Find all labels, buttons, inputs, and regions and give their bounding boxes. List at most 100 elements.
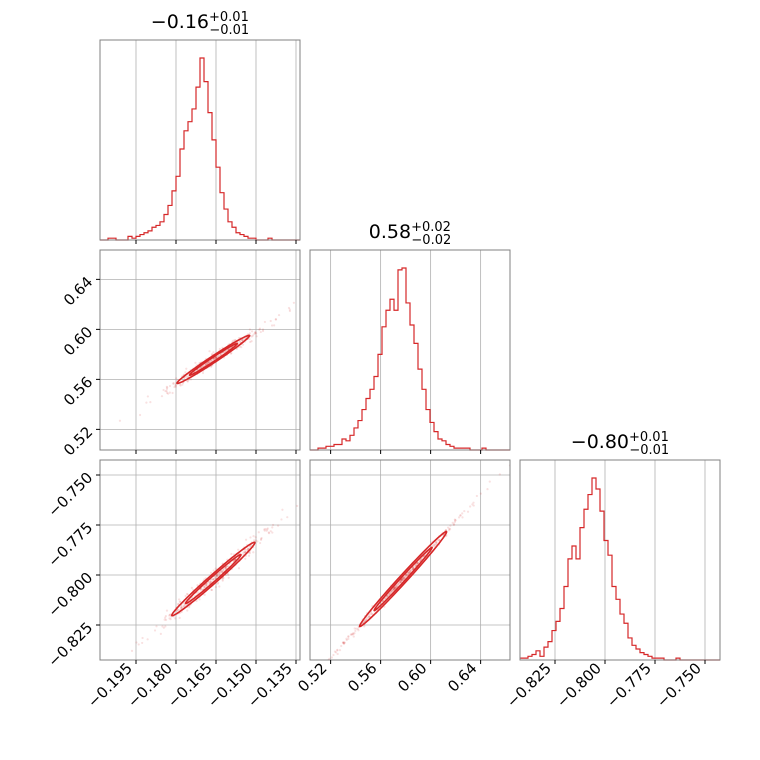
sample-point xyxy=(213,575,216,578)
title-median: −0.80 xyxy=(571,431,629,453)
sample-point xyxy=(186,593,189,596)
sample-point xyxy=(367,615,371,619)
sample-point xyxy=(137,643,140,646)
sample-point xyxy=(271,531,274,534)
panel-title: −0.16+0.01 −0.01 xyxy=(151,10,249,38)
sample-point xyxy=(197,591,200,594)
sample-point xyxy=(224,567,227,570)
sample-point xyxy=(141,636,144,640)
sample-point xyxy=(391,588,394,591)
sample-point xyxy=(243,551,246,554)
sample-point xyxy=(180,606,183,609)
sample-point xyxy=(240,346,243,349)
sample-point xyxy=(347,635,350,638)
sample-point xyxy=(164,625,167,628)
y-tick-label: −0.775 xyxy=(44,519,96,571)
sample-point xyxy=(435,541,438,544)
sample-point xyxy=(168,384,172,388)
sample-point xyxy=(212,569,215,572)
sample-point xyxy=(184,594,187,598)
sample-point xyxy=(367,615,370,618)
sample-point xyxy=(215,356,218,359)
sample-point xyxy=(471,503,474,506)
sample-point xyxy=(333,650,337,653)
sample-point xyxy=(258,328,261,331)
sample-point xyxy=(451,521,454,524)
sample-point xyxy=(214,567,217,570)
sample-point xyxy=(175,609,179,612)
sample-point xyxy=(227,576,230,579)
sample-point xyxy=(271,523,275,527)
sample-point xyxy=(217,354,220,357)
sample-point xyxy=(433,543,436,546)
density-contour xyxy=(176,334,251,385)
sample-point xyxy=(222,351,225,354)
sample-point xyxy=(204,363,207,366)
sample-point xyxy=(173,385,176,389)
sample-point xyxy=(404,576,407,579)
title-minus: −0.01 xyxy=(209,23,249,38)
sample-point xyxy=(391,589,394,592)
sample-point xyxy=(250,335,253,338)
sample-point xyxy=(210,359,213,362)
sample-point xyxy=(340,644,343,648)
sample-point xyxy=(185,592,189,596)
sample-point xyxy=(171,391,174,395)
sample-point xyxy=(274,318,278,321)
sample-point xyxy=(241,343,245,346)
sample-point xyxy=(334,651,338,654)
sample-point xyxy=(403,577,406,580)
sample-point xyxy=(166,386,169,389)
sample-point xyxy=(274,318,277,321)
sample-point xyxy=(407,571,410,574)
sample-point xyxy=(225,565,228,568)
sample-point xyxy=(248,545,252,548)
sample-point xyxy=(160,395,164,398)
sample-point xyxy=(188,606,191,609)
sample-point xyxy=(261,328,265,331)
sample-point xyxy=(205,363,208,366)
sample-point xyxy=(217,572,220,575)
sample-point xyxy=(401,578,405,581)
sample-point xyxy=(184,371,187,374)
sample-point xyxy=(400,579,403,582)
sample-point xyxy=(242,552,245,555)
sample-point xyxy=(390,590,393,593)
sample-point xyxy=(210,588,213,592)
sample-point xyxy=(297,692,299,694)
sample-point xyxy=(198,598,201,601)
x-tick-label: −0.825 xyxy=(503,659,555,711)
sample-point xyxy=(222,576,225,579)
sample-point xyxy=(466,510,470,513)
sample-point xyxy=(242,551,245,554)
sample-point xyxy=(165,390,168,393)
sample-point xyxy=(457,516,461,519)
sample-point xyxy=(178,600,181,603)
sample-point xyxy=(146,638,149,641)
sample-point xyxy=(396,584,399,587)
sample-point xyxy=(244,550,247,554)
sample-point xyxy=(513,460,515,462)
sample-point xyxy=(218,347,221,351)
sample-point xyxy=(288,309,291,313)
sample-point xyxy=(384,596,387,600)
sample-point xyxy=(164,616,167,619)
sample-point xyxy=(186,609,189,612)
sample-point xyxy=(399,581,402,584)
sample-point xyxy=(231,340,234,343)
sample-point xyxy=(207,361,211,364)
sample-point xyxy=(212,578,215,581)
sample-point xyxy=(221,570,224,573)
sample-point xyxy=(368,615,371,618)
sample-point xyxy=(210,365,213,368)
sample-point xyxy=(237,567,241,570)
sample-point xyxy=(168,617,171,620)
sample-point xyxy=(353,627,356,630)
sample-point xyxy=(412,566,415,569)
sample-point xyxy=(216,582,219,585)
sample-point xyxy=(153,629,157,632)
sample-point xyxy=(237,548,240,551)
sample-point xyxy=(209,581,212,584)
sample-point xyxy=(172,382,175,385)
scatter-panel-1-0: 0.52 0.56 0.60 0.64 xyxy=(60,249,301,459)
